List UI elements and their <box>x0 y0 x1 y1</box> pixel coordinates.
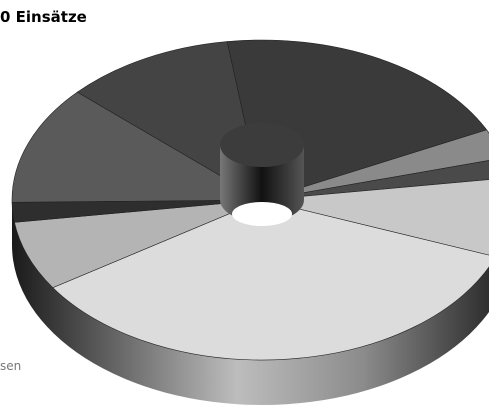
pie-side <box>12 200 489 405</box>
pie-slice <box>261 160 489 201</box>
pie-core <box>220 145 304 222</box>
footnote: sen <box>0 359 21 373</box>
pie-slice <box>76 41 263 201</box>
chart-title: 0 Einsätze <box>0 8 87 26</box>
pie-slice <box>261 129 489 201</box>
pie-slice <box>261 179 489 256</box>
pie <box>11 39 489 405</box>
pie-slice <box>52 199 489 361</box>
pie-slice <box>14 199 263 289</box>
pie-hole <box>232 202 292 226</box>
pie-slice <box>11 91 264 203</box>
pie-core-top <box>220 123 304 167</box>
